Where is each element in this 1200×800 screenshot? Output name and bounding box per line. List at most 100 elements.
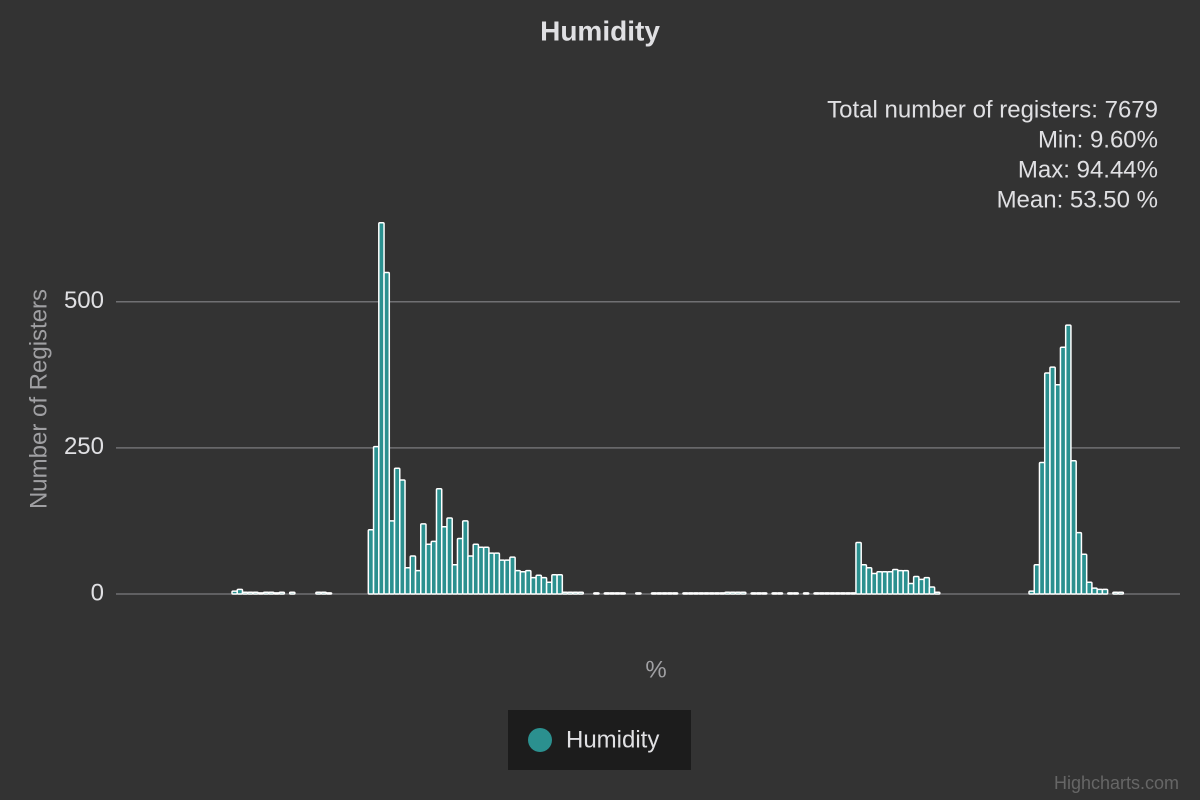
bar — [881, 571, 889, 595]
bar — [697, 592, 705, 595]
bar — [708, 592, 716, 595]
bar — [844, 592, 852, 595]
bar — [498, 559, 506, 595]
bar — [288, 591, 296, 595]
bar — [1070, 459, 1077, 595]
bar — [378, 222, 385, 595]
y-tick-label: 500 — [64, 287, 104, 314]
annotation: Total number of registers: 7679 — [827, 96, 1158, 123]
bar — [718, 592, 726, 595]
bar — [776, 592, 784, 595]
bar — [1064, 324, 1072, 595]
bar — [393, 467, 401, 595]
legend-symbol[interactable] — [528, 728, 552, 752]
bar — [750, 592, 758, 595]
bar — [278, 591, 286, 595]
bar — [593, 592, 600, 595]
bar — [907, 582, 915, 595]
bar — [1101, 588, 1109, 595]
bar — [430, 540, 438, 595]
bar — [519, 571, 527, 595]
y-axis-title: Number of Registers — [25, 289, 52, 509]
bar — [703, 592, 710, 595]
bar — [482, 546, 490, 595]
bar — [252, 591, 259, 595]
bar — [734, 591, 742, 595]
bar — [530, 576, 537, 595]
bar — [257, 592, 265, 595]
bar — [666, 592, 674, 595]
bar — [865, 566, 873, 595]
bar — [1075, 531, 1083, 595]
bar — [315, 591, 322, 595]
bar — [320, 591, 328, 595]
bar — [897, 569, 904, 595]
bar — [813, 592, 821, 595]
bar — [540, 576, 548, 595]
bar — [556, 573, 564, 595]
legend-item[interactable]: Humidity — [566, 726, 659, 753]
bar — [603, 592, 611, 595]
bar — [514, 569, 522, 595]
bar — [891, 568, 899, 595]
bar — [399, 479, 406, 595]
bar — [608, 592, 616, 595]
bar — [771, 592, 779, 595]
bar — [1033, 564, 1041, 595]
x-axis-title: % — [645, 656, 666, 683]
bar — [650, 592, 658, 595]
bar — [509, 556, 516, 595]
bar — [787, 592, 794, 595]
bar — [1117, 591, 1125, 595]
credits[interactable]: Highcharts.com — [1054, 773, 1179, 793]
bar — [325, 592, 333, 595]
bar — [451, 564, 459, 595]
bar — [687, 592, 695, 595]
bar — [503, 559, 511, 595]
bar — [802, 592, 810, 595]
bar — [524, 569, 532, 595]
bar — [246, 591, 254, 595]
bar — [561, 591, 569, 595]
bar — [367, 528, 375, 595]
bar — [739, 591, 747, 595]
bar — [372, 445, 380, 595]
bar — [488, 552, 495, 595]
bar — [860, 564, 868, 595]
bar — [682, 592, 689, 595]
bar — [545, 581, 553, 595]
bar — [1054, 383, 1062, 595]
bar — [572, 591, 579, 595]
bar — [1049, 366, 1056, 595]
bar — [566, 591, 574, 595]
bar — [236, 588, 244, 595]
bar — [551, 573, 558, 595]
annotation: Min: 9.60% — [1038, 126, 1158, 153]
bar — [383, 271, 391, 595]
bar — [918, 578, 925, 595]
bar — [1059, 346, 1067, 595]
bar — [671, 592, 679, 595]
annotation: Mean: 53.50 % — [997, 186, 1158, 213]
bar — [1085, 581, 1093, 595]
bar — [446, 517, 453, 595]
bar — [1091, 587, 1098, 595]
annotation: Max: 94.44% — [1018, 156, 1158, 183]
bar — [855, 541, 862, 595]
bar — [467, 555, 474, 595]
bar — [1043, 372, 1051, 595]
bar — [456, 537, 464, 595]
bar — [493, 552, 501, 595]
bar — [1112, 591, 1119, 595]
bar — [461, 520, 469, 595]
bar — [419, 523, 427, 595]
bar — [818, 592, 826, 595]
bar — [425, 543, 432, 595]
bar — [619, 592, 626, 595]
bar — [414, 569, 422, 595]
bar — [273, 592, 280, 595]
bar — [923, 576, 931, 595]
bar — [755, 592, 763, 595]
bar — [267, 591, 275, 595]
